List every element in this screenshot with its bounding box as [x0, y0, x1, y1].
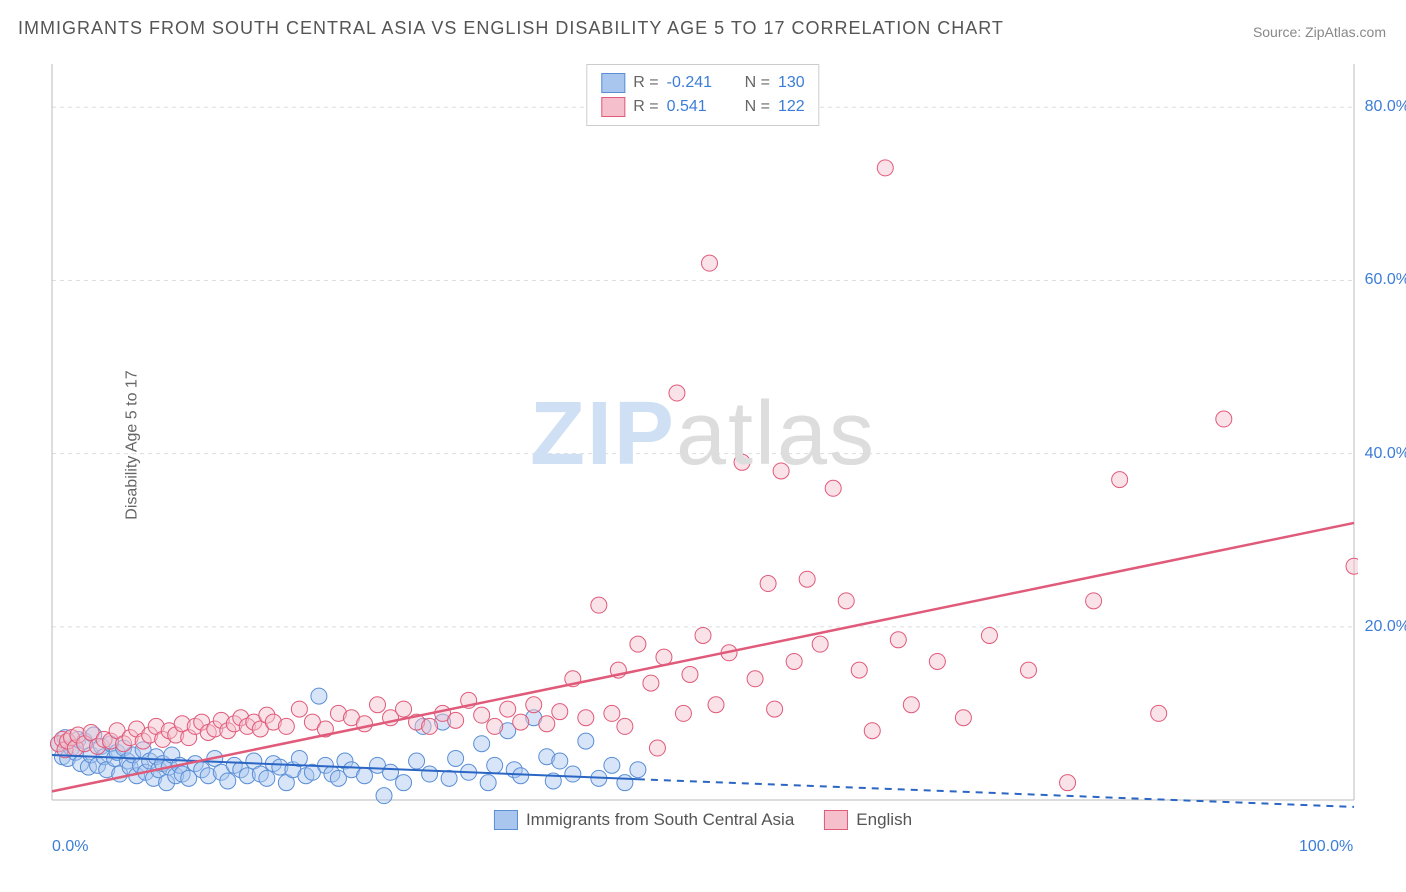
legend-series-item: English	[824, 810, 912, 830]
y-tick-label: 20.0%	[1365, 618, 1406, 636]
y-tick-label: 40.0%	[1365, 445, 1406, 463]
chart-title: IMMIGRANTS FROM SOUTH CENTRAL ASIA VS EN…	[18, 18, 1004, 39]
x-tick-label: 0.0%	[52, 838, 88, 856]
y-tick-label: 60.0%	[1365, 271, 1406, 289]
legend-stat-row: R =0.541N =122	[601, 95, 804, 119]
scatter-plot	[48, 60, 1358, 830]
y-axis-label: Disability Age 5 to 17	[124, 370, 142, 519]
legend-series-item: Immigrants from South Central Asia	[494, 810, 794, 830]
legend-stat-row: R =-0.241N =130	[601, 71, 804, 95]
source-label: Source: ZipAtlas.com	[1253, 24, 1386, 40]
chart-area: Disability Age 5 to 17 ZIPatlas R =-0.24…	[48, 60, 1358, 830]
y-tick-label: 80.0%	[1365, 98, 1406, 116]
legend-series: Immigrants from South Central Asia Englis…	[484, 808, 922, 832]
x-tick-label: 100.0%	[1299, 838, 1353, 856]
legend-stats: R =-0.241N =130R =0.541N =122	[586, 64, 819, 126]
